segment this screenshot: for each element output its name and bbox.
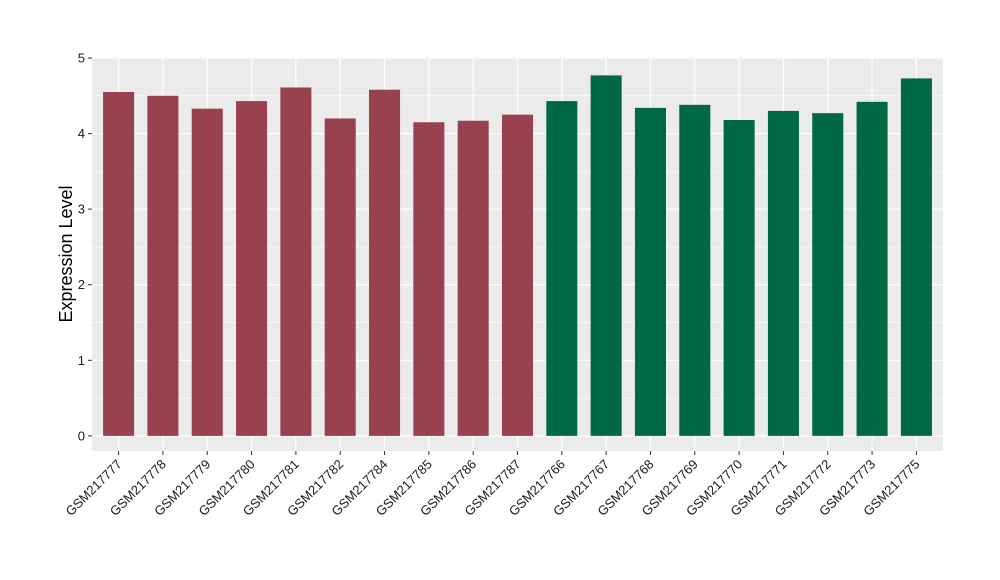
y-tick-label: 1 bbox=[78, 353, 85, 368]
bar-GSM217785 bbox=[413, 122, 445, 436]
bar-GSM217779 bbox=[191, 108, 223, 436]
bar-GSM217771 bbox=[767, 110, 799, 436]
bar-GSM217778 bbox=[147, 95, 179, 436]
bar-GSM217775 bbox=[900, 78, 932, 436]
bar-GSM217781 bbox=[280, 87, 312, 436]
bar-GSM217769 bbox=[679, 104, 711, 436]
y-axis-title: Expression Level bbox=[56, 185, 76, 322]
bar-GSM217766 bbox=[546, 101, 578, 436]
bar-GSM217777 bbox=[103, 92, 135, 436]
bar-GSM217773 bbox=[856, 101, 888, 436]
y-tick-label: 0 bbox=[78, 428, 85, 443]
bar-GSM217787 bbox=[501, 114, 534, 436]
bar-GSM217784 bbox=[369, 89, 401, 436]
bar-GSM217786 bbox=[457, 120, 489, 436]
y-tick-label: 5 bbox=[78, 51, 85, 66]
bar-GSM217768 bbox=[634, 107, 666, 436]
y-tick-label: 2 bbox=[78, 277, 85, 292]
bar-GSM217782 bbox=[324, 118, 356, 436]
bar-GSM217767 bbox=[590, 75, 622, 436]
bar-GSM217780 bbox=[236, 101, 268, 436]
y-tick-label: 4 bbox=[78, 126, 85, 141]
y-tick-label: 3 bbox=[78, 202, 85, 217]
bar-GSM217770 bbox=[723, 119, 755, 436]
x-axis: GSM217777GSM217778GSM217779GSM217780GSM2… bbox=[62, 451, 923, 519]
bars bbox=[103, 75, 932, 436]
bar-GSM217772 bbox=[812, 113, 844, 436]
y-axis: 0 1 2 3 4 5 bbox=[78, 51, 92, 443]
